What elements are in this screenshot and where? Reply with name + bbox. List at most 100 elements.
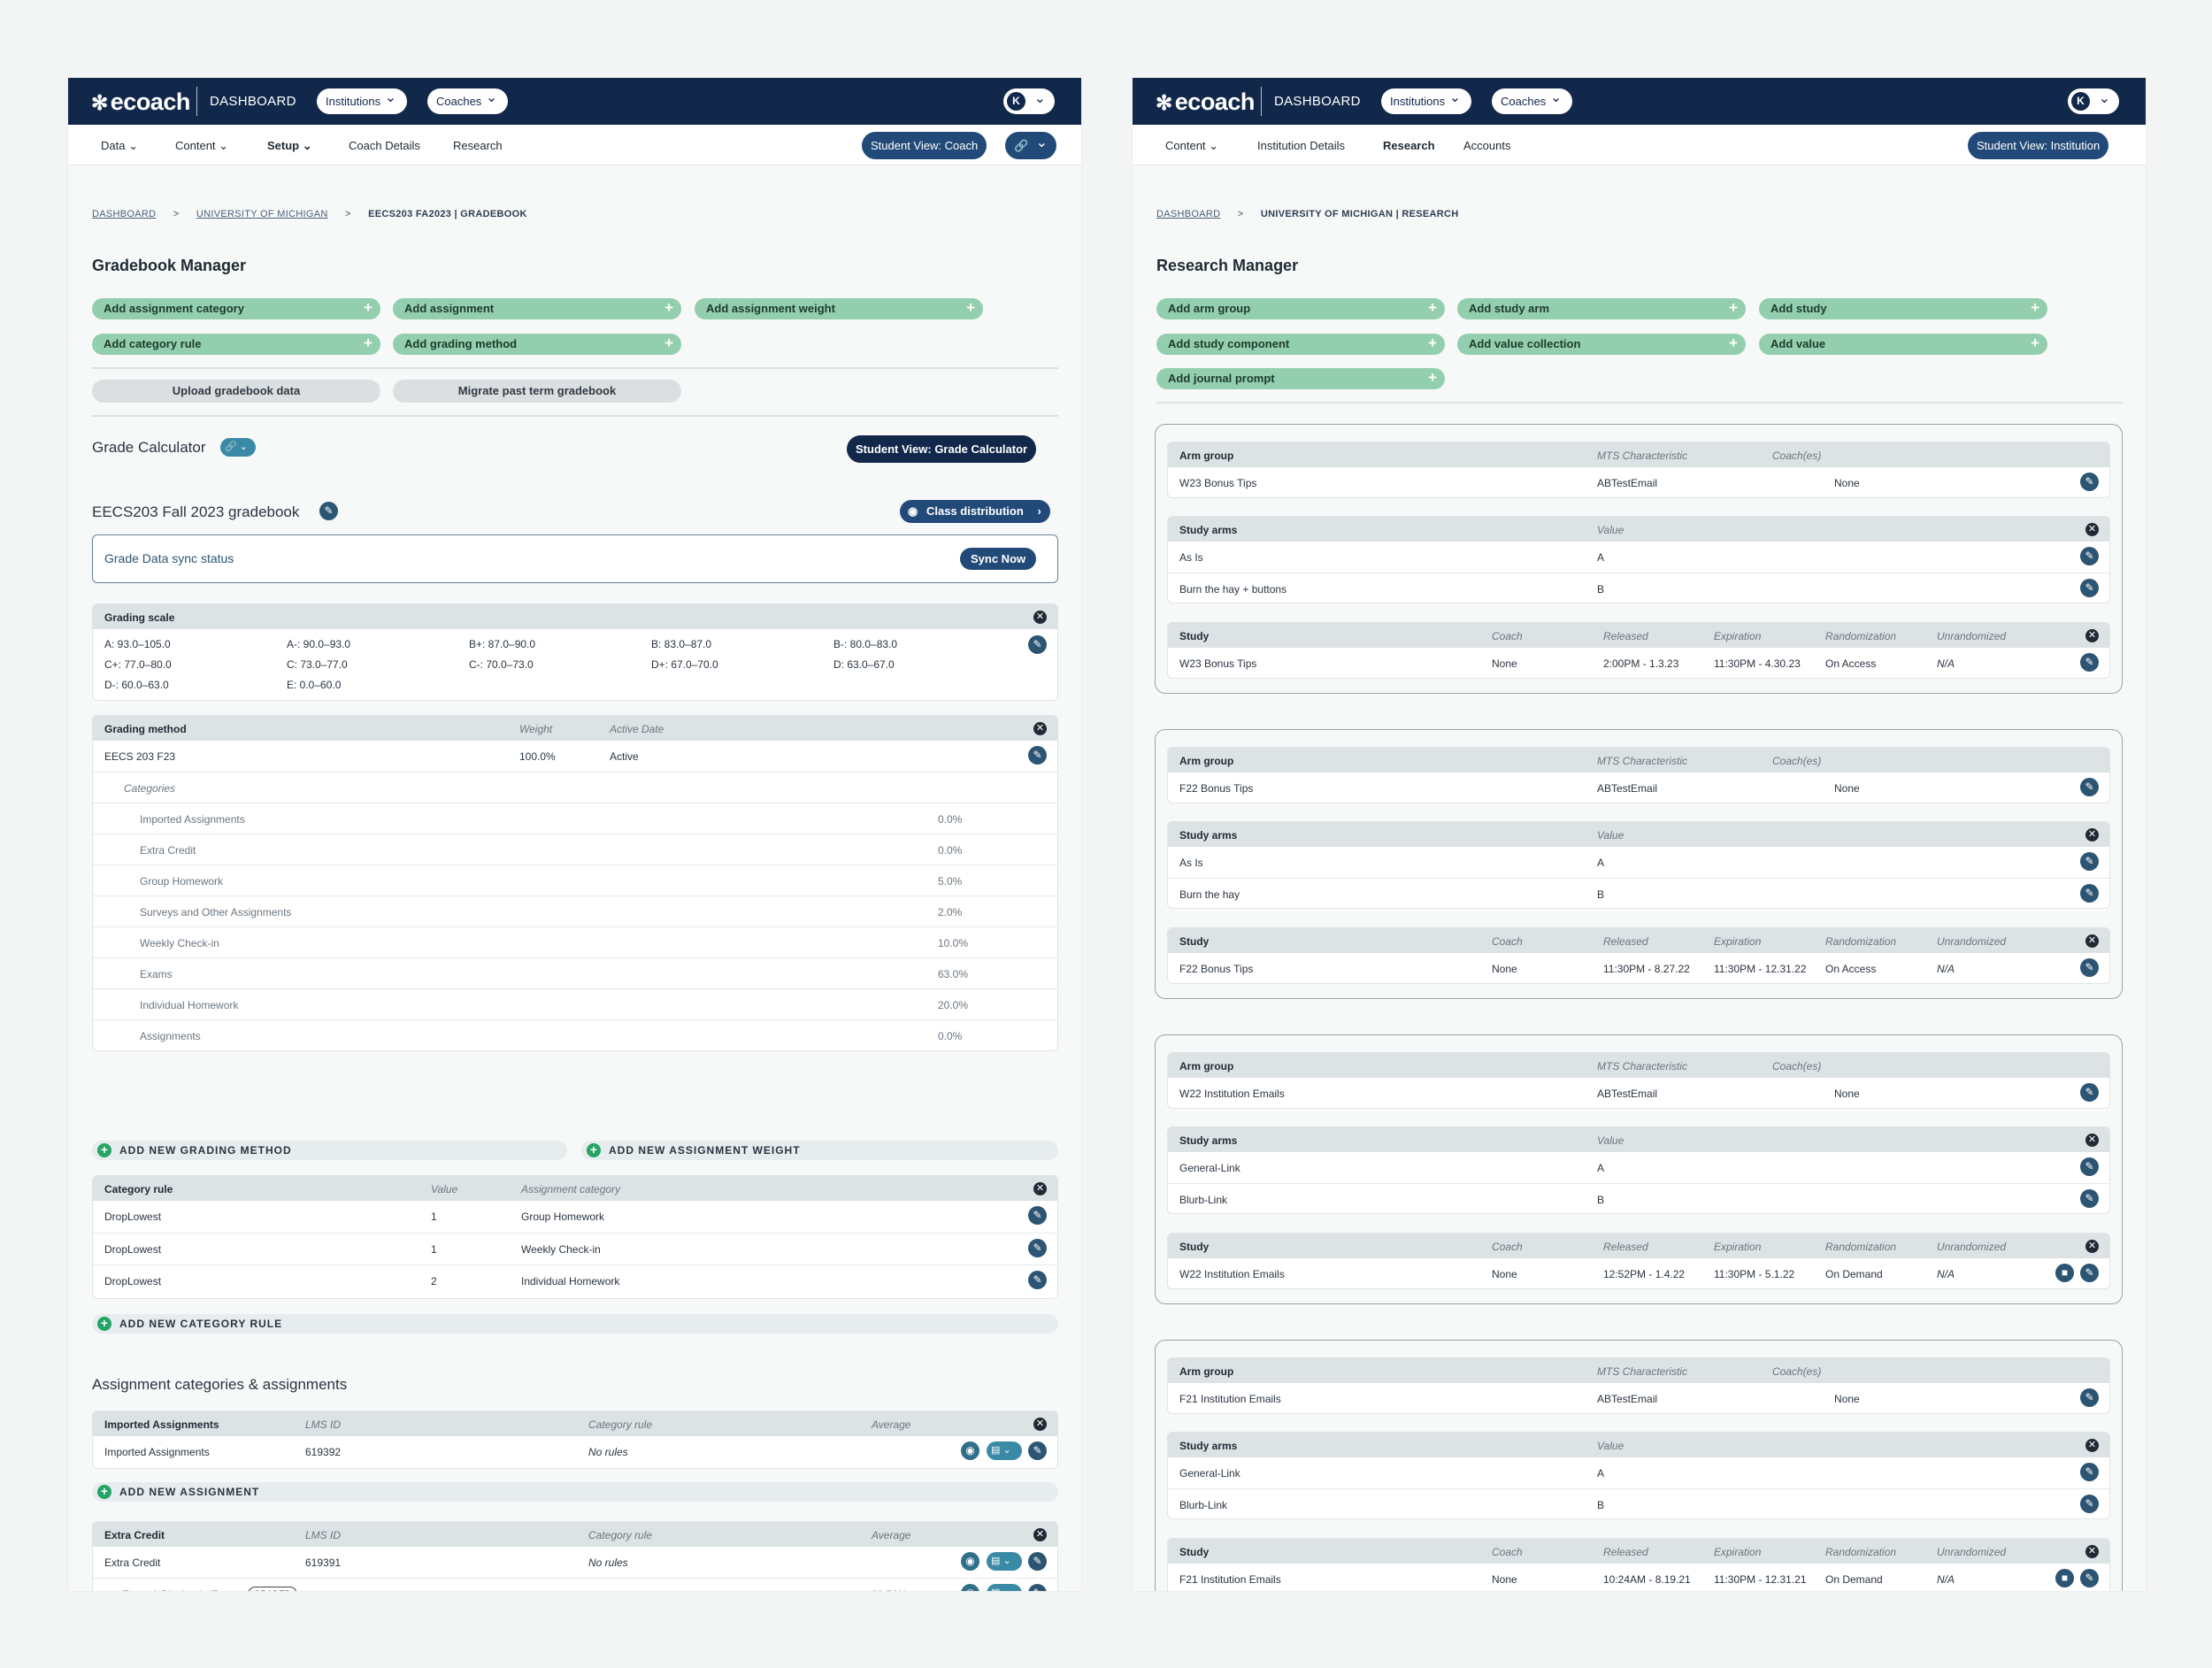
edit-icon[interactable]: ✎ (2080, 653, 2099, 672)
add-study-component-button[interactable]: Add study component (1156, 333, 1445, 355)
link-menu-button[interactable]: 🔗 ⌄ (1005, 132, 1056, 159)
add-arm-group-button[interactable]: Add arm group (1156, 297, 1445, 319)
edit-icon[interactable]: ✎ (1028, 1584, 1047, 1591)
edit-icon[interactable]: ✎ (2080, 884, 2099, 903)
close-icon[interactable]: ✕ (1033, 611, 1047, 624)
edit-icon[interactable]: ✎ (2080, 579, 2099, 597)
add-assignment-button[interactable]: Add assignment (393, 297, 681, 319)
add-study-arm-button[interactable]: Add study arm (1457, 297, 1746, 319)
close-icon[interactable]: ✕ (1033, 1528, 1047, 1541)
breadcrumb-dashboard[interactable]: DASHBOARD (1156, 209, 1221, 219)
nav-research[interactable]: Research (453, 139, 503, 152)
edit-icon[interactable]: ✎ (1028, 746, 1047, 765)
eye-icon[interactable]: ◉ (961, 1584, 979, 1591)
edit-icon[interactable]: ✎ (2080, 1264, 2099, 1282)
close-icon[interactable]: ✕ (2085, 1240, 2099, 1253)
close-icon[interactable]: ✕ (2085, 934, 2099, 948)
nav-accounts[interactable]: Accounts (1463, 139, 1511, 152)
stop-icon[interactable]: ■ (2055, 1264, 2074, 1282)
add-assignment-category-button[interactable]: Add assignment category (92, 297, 380, 319)
edit-icon[interactable]: ✎ (2080, 1157, 2099, 1176)
sync-now-button[interactable]: Sync Now (960, 548, 1037, 570)
edit-icon[interactable]: ✎ (1028, 635, 1047, 654)
coaches-dropdown[interactable]: Coaches (1492, 85, 1573, 114)
edit-icon[interactable]: ✎ (1028, 1206, 1047, 1225)
add-value-collection-button[interactable]: Add value collection (1457, 333, 1746, 355)
close-icon[interactable]: ✕ (2085, 523, 2099, 536)
user-menu[interactable]: K ⌄ (2068, 88, 2119, 114)
edit-icon[interactable]: ✎ (2080, 852, 2099, 871)
edit-icon[interactable]: ✎ (2080, 473, 2099, 491)
migrate-gradebook-button[interactable]: Migrate past term gradebook (393, 380, 681, 403)
ecoach-logo[interactable]: ✻ ecoach (91, 88, 190, 115)
edit-icon[interactable]: ✎ (1028, 1239, 1047, 1257)
ecoach-logo[interactable]: ✻ ecoach (1156, 88, 1255, 115)
toggle-menu[interactable]: ▤ ⌄ (987, 1441, 1022, 1460)
category-percent: 10.0% (938, 937, 969, 949)
edit-icon[interactable]: ✎ (1028, 1552, 1047, 1571)
edit-icon[interactable]: ✎ (2080, 1463, 2099, 1481)
table-row: W23 Bonus Tips None 2:00PM - 1.3.23 11:30PM… (1168, 648, 2109, 679)
eye-icon[interactable]: ◉ (961, 1441, 979, 1460)
student-view-grade-calculator-button[interactable]: Student View: Grade Calculator (847, 435, 1037, 463)
edit-icon[interactable]: ✎ (2080, 958, 2099, 977)
edit-icon[interactable]: ✎ (2080, 1388, 2099, 1407)
grading-scale-item: D-: 60.0–63.0 (104, 679, 169, 691)
close-icon[interactable]: ✕ (1033, 722, 1047, 735)
institutions-dropdown[interactable]: Institutions (317, 85, 408, 114)
edit-icon[interactable]: ✎ (2080, 1189, 2099, 1208)
toggle-menu[interactable]: ▤ ⌄ (987, 1552, 1022, 1571)
edit-icon[interactable]: ✎ (2080, 1083, 2099, 1102)
add-assignment-weight-row[interactable]: ADD NEW ASSIGNMENT WEIGHT (581, 1141, 1058, 1160)
institutions-dropdown[interactable]: Institutions (1381, 85, 1472, 114)
close-icon[interactable]: ✕ (2085, 1545, 2099, 1558)
add-category-rule-row[interactable]: ADD NEW CATEGORY RULE (92, 1314, 1058, 1334)
header-study-col: Unrandomized (1937, 1241, 2007, 1253)
breadcrumb-university[interactable]: UNIVERSITY OF MICHIGAN (196, 209, 328, 219)
edit-icon[interactable]: ✎ (2080, 1569, 2099, 1587)
upload-gradebook-button[interactable]: Upload gradebook data (92, 380, 380, 403)
add-value-button[interactable]: Add value (1759, 333, 2047, 355)
add-study-button[interactable]: Add study (1759, 297, 2047, 319)
close-icon[interactable]: ✕ (2085, 1439, 2099, 1452)
close-icon[interactable]: ✕ (1033, 1418, 1047, 1431)
add-assignment-row[interactable]: ADD NEW ASSIGNMENT (92, 1482, 1058, 1502)
edit-icon[interactable]: ✎ (2080, 1495, 2099, 1513)
close-icon[interactable]: ✕ (2085, 629, 2099, 642)
add-grading-method-row[interactable]: ADD NEW GRADING METHOD (92, 1141, 567, 1160)
edit-icon[interactable]: ✎ (1028, 1271, 1047, 1289)
nav-research[interactable]: Research (1383, 139, 1435, 152)
dashboard-label[interactable]: DASHBOARD (1274, 94, 1361, 109)
nav-institution-details[interactable]: Institution Details (1257, 139, 1345, 152)
add-journal-prompt-button[interactable]: Add journal prompt (1156, 367, 1445, 389)
coaches-dropdown[interactable]: Coaches (427, 85, 509, 114)
edit-icon[interactable]: ✎ (2080, 778, 2099, 796)
user-menu[interactable]: K ⌄ (1003, 88, 1055, 114)
study-rel: 10:24AM - 8.19.21 (1603, 1573, 1691, 1586)
nav-content[interactable]: Content (1165, 139, 1218, 153)
toggle-menu[interactable]: ▤ ⌄ (987, 1584, 1022, 1591)
edit-icon[interactable]: ✎ (319, 502, 338, 520)
close-icon[interactable]: ✕ (1033, 1182, 1047, 1195)
add-assignment-weight-button[interactable]: Add assignment weight (695, 297, 983, 319)
nav-coach-details[interactable]: Coach Details (349, 139, 420, 152)
study-arms-table: Study arms Value ✕ General-Link A ✎ Blurb-Link… (1167, 1432, 2110, 1519)
add-category-rule-button[interactable]: Add category rule (92, 333, 380, 355)
grade-calculator-toggle[interactable]: 🔗 ⌄ (220, 438, 256, 457)
study-arm-name: As Is (1179, 857, 1203, 869)
nav-setup[interactable]: Setup (267, 139, 312, 153)
student-view-coach-button[interactable]: Student View: Coach (862, 132, 987, 159)
nav-data[interactable]: Data (101, 139, 138, 153)
edit-icon[interactable]: ✎ (1028, 1441, 1047, 1460)
close-icon[interactable]: ✕ (2085, 1134, 2099, 1147)
student-view-institution-button[interactable]: Student View: Institution (1968, 132, 2109, 159)
breadcrumb-dashboard[interactable]: DASHBOARD (92, 209, 157, 219)
edit-icon[interactable]: ✎ (2080, 547, 2099, 565)
add-grading-method-button[interactable]: Add grading method (393, 333, 681, 355)
eye-icon[interactable]: ◉ (961, 1552, 979, 1571)
close-icon[interactable]: ✕ (2085, 828, 2099, 842)
dashboard-label[interactable]: DASHBOARD (210, 94, 296, 109)
stop-icon[interactable]: ■ (2055, 1569, 2074, 1587)
class-distribution-button[interactable]: ◉ Class distribution › (900, 500, 1050, 523)
nav-content[interactable]: Content (175, 139, 228, 153)
